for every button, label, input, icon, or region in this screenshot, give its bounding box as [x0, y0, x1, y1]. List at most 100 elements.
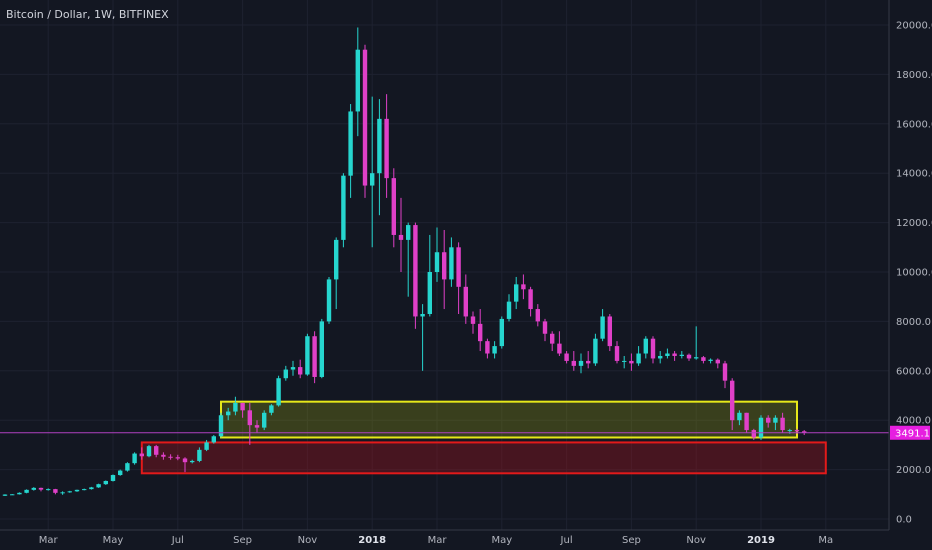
red-zone [140, 441, 827, 475]
candle-body [722, 363, 728, 381]
candle [751, 428, 756, 440]
candle-body [254, 425, 260, 428]
candle [362, 44, 368, 198]
candle-body [341, 175, 346, 240]
candle-body [802, 431, 807, 433]
candle-body [146, 446, 152, 457]
candle-body [2, 494, 8, 496]
price-line-layer: 3491.1 [0, 425, 930, 440]
candle [96, 483, 101, 488]
candle [715, 358, 720, 369]
candle [74, 489, 80, 492]
candle-body [82, 489, 87, 491]
candle-body [564, 353, 569, 361]
candle-body [622, 360, 627, 362]
candle [766, 415, 771, 428]
x-tick-label: Mar [39, 535, 59, 546]
candle-body [463, 286, 468, 317]
candle [60, 491, 65, 495]
candle [449, 237, 454, 287]
y-tick-label: 16000.0 [896, 119, 932, 130]
candle [413, 222, 418, 329]
y-tick-label: 18000.0 [896, 70, 932, 81]
candle [254, 420, 260, 433]
candle-body [67, 491, 72, 493]
x-tick-label: May [103, 535, 124, 546]
x-tick-label: Nov [298, 535, 318, 546]
candle-body [492, 346, 497, 354]
candle-body [226, 411, 231, 416]
candle-body [643, 338, 648, 354]
candle-body [384, 118, 389, 179]
candle [161, 452, 166, 460]
candle-body [269, 405, 274, 413]
candle-body [672, 353, 677, 356]
candle-body [794, 430, 800, 432]
candle-body [398, 234, 404, 240]
candle [283, 365, 288, 381]
candle [521, 274, 526, 300]
candle-body [708, 359, 713, 361]
candle-body [283, 369, 288, 379]
candle-body [420, 313, 425, 317]
candle [46, 488, 51, 491]
candle-body [542, 321, 548, 334]
candle [67, 490, 72, 493]
candle [607, 313, 612, 352]
candle-body [240, 402, 245, 411]
candle [269, 404, 274, 416]
y-tick-label: 10000.0 [896, 268, 932, 279]
candle [53, 488, 58, 495]
candle-body [758, 417, 764, 438]
candle-body [17, 492, 22, 495]
candle [204, 439, 209, 452]
candle-body [10, 494, 15, 496]
candle [694, 326, 699, 360]
candle-body [614, 346, 620, 361]
candle [240, 402, 245, 418]
candle-body [247, 410, 252, 426]
candle [89, 486, 94, 490]
candle-body [204, 442, 209, 450]
candle [348, 104, 353, 198]
yellow-zone [220, 400, 798, 439]
candle [190, 459, 195, 464]
candle [118, 469, 123, 476]
candle [398, 197, 404, 272]
candle-body [276, 378, 281, 406]
candle-body [31, 487, 36, 490]
candle [110, 474, 116, 482]
candle-body [456, 247, 461, 287]
candle-layer [2, 27, 807, 497]
candle-body [334, 239, 339, 280]
candle [226, 407, 231, 421]
candle [442, 230, 447, 310]
candle-body [737, 412, 742, 421]
x-tick-label: Ma [818, 535, 833, 546]
candle [406, 222, 411, 297]
candle [629, 353, 634, 371]
x-tick-label: Nov [686, 535, 706, 546]
candle-body [528, 289, 533, 310]
candle [247, 402, 252, 445]
candle-body [355, 49, 360, 112]
candle-body [139, 453, 144, 457]
y-tick-label: 12000.0 [896, 218, 932, 229]
candle-body [38, 487, 44, 490]
candle-body [535, 309, 540, 322]
candle [564, 351, 569, 364]
x-tick-label: Sep [622, 535, 641, 546]
x-tick-label: 2018 [358, 535, 386, 546]
last-price-label: 3491.1 [895, 428, 930, 439]
candle [146, 444, 152, 458]
candle [744, 412, 749, 433]
candle-body [766, 417, 771, 423]
candle-body [60, 492, 65, 494]
candle [557, 331, 562, 356]
candle-body [218, 415, 224, 437]
candle [758, 415, 764, 440]
candle-body [370, 173, 375, 186]
candle [31, 487, 36, 491]
candle-body [730, 380, 735, 421]
